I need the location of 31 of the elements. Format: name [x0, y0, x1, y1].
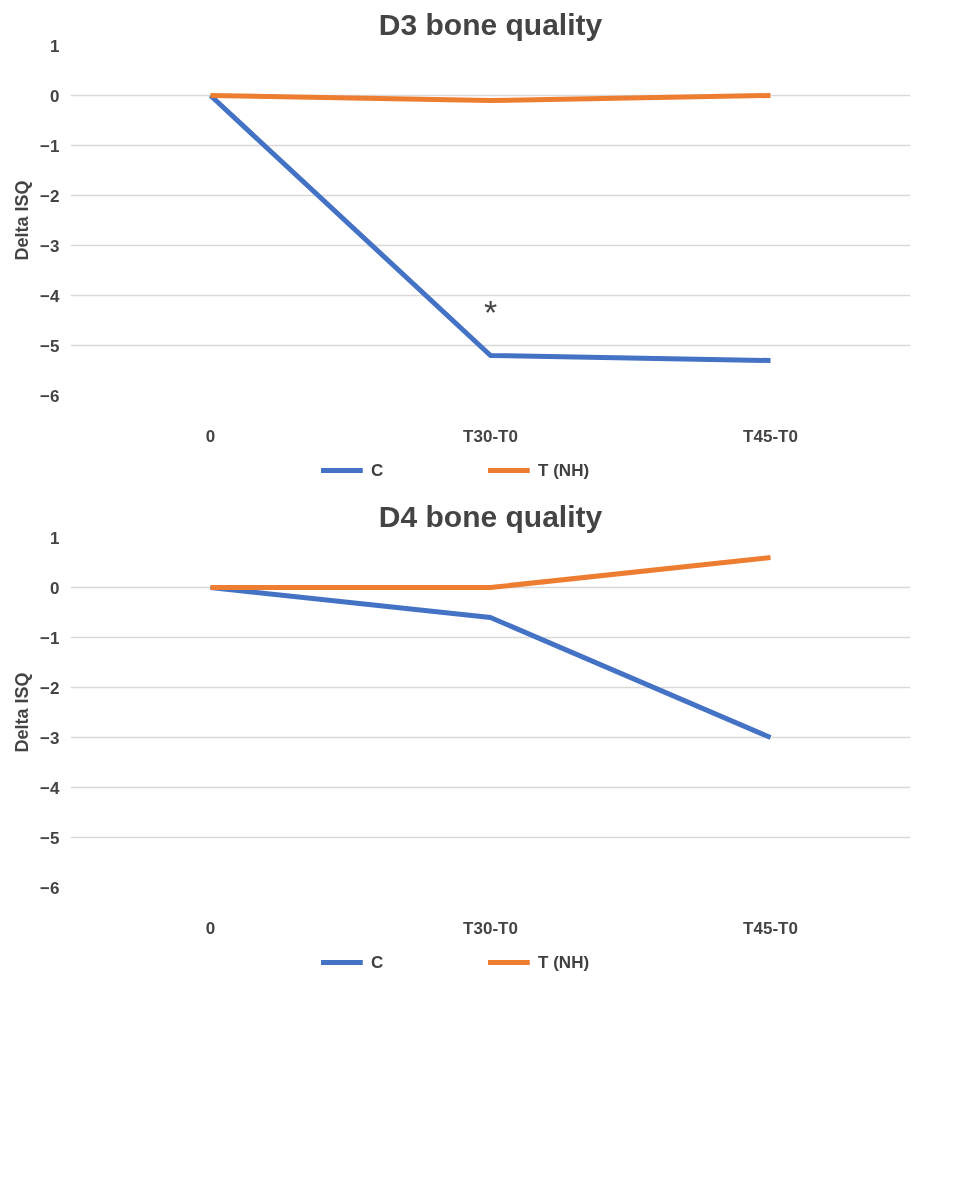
y-tick-label: −4 [40, 286, 61, 306]
y-tick-label: 0 [50, 86, 60, 106]
y-axis-title: Delta ISQ [12, 180, 33, 261]
y-axis-title: Delta ISQ [12, 672, 33, 753]
y-tick-label: −3 [40, 236, 60, 256]
y-tick-label: −1 [40, 628, 60, 648]
legend-label: C [371, 953, 384, 972]
x-tick-label: 0 [205, 426, 216, 446]
y-tick-label: −3 [40, 728, 60, 748]
x-tick-label: T30-T0 [463, 426, 518, 446]
y-tick-label: −5 [40, 828, 60, 848]
legend-label: T (NH) [538, 461, 590, 480]
x-tick-label: T45-T0 [743, 918, 798, 938]
y-tick-label: 1 [50, 36, 60, 56]
y-tick-label: −6 [40, 878, 60, 898]
chart-title: D3 bone quality [378, 7, 603, 41]
y-tick-label: −4 [40, 778, 61, 798]
x-tick-label: T30-T0 [463, 918, 518, 938]
y-tick-label: −2 [40, 186, 60, 206]
y-tick-label: −1 [40, 136, 60, 156]
annotation: * [483, 292, 498, 331]
chart-title: D4 bone quality [378, 499, 603, 533]
y-tick-label: −6 [40, 386, 60, 406]
y-tick-label: 0 [50, 578, 60, 598]
x-tick-label: T45-T0 [743, 426, 798, 446]
y-tick-label: −2 [40, 678, 60, 698]
x-tick-label: 0 [205, 918, 216, 938]
legend-label: T (NH) [538, 953, 590, 972]
y-tick-label: −5 [40, 336, 60, 356]
y-tick-label: 1 [50, 528, 60, 548]
legend-label: C [371, 461, 384, 480]
